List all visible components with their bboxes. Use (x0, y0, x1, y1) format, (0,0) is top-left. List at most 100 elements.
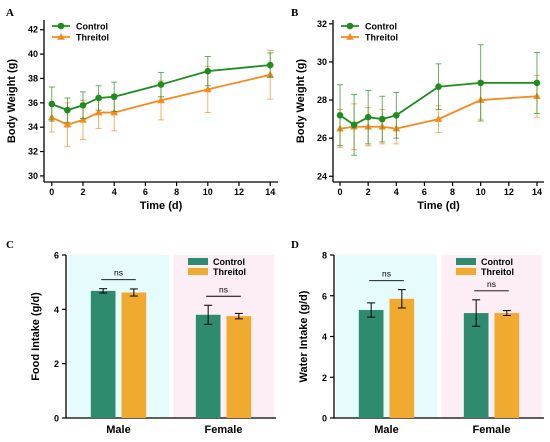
x-tick-label: 2 (366, 187, 371, 197)
x-tick-label: 0 (338, 187, 343, 197)
y-tick-label: 34 (28, 122, 38, 132)
x-tick-label: 0 (49, 187, 54, 197)
x-tick-label: 6 (422, 187, 427, 197)
y-axis-title: Body Weight (g) (295, 59, 307, 143)
x-tick-label: 8 (174, 187, 179, 197)
data-point-control (350, 121, 358, 129)
y-tick-label: 42 (28, 25, 38, 35)
bar-control-male (358, 310, 384, 418)
y-tick-label: 4 (322, 332, 327, 342)
legend-label-threitol: Threitol (76, 33, 109, 43)
legend-label-control: Control (481, 257, 513, 267)
y-tick-label: 30 (317, 57, 327, 67)
legend-marker (346, 33, 354, 40)
data-point-threitol (204, 85, 212, 93)
legend-swatch-control (188, 258, 208, 265)
body-weight-chart-a: 30 32 34 36 38 40 42 0 2 4 6 8 10 12 14 Time (d) Body We… (6, 20, 278, 212)
category-label-female: Female (473, 424, 511, 436)
x-tick-label: 14 (532, 187, 542, 197)
legend-swatch-threitol (456, 268, 476, 275)
panel-letter-b: B (291, 7, 299, 19)
data-point-control (477, 79, 485, 87)
bar-threitol-female (226, 316, 252, 418)
y-tick-label: 0 (322, 414, 327, 424)
y-tick-label: 38 (28, 73, 38, 83)
panel-letter-d: D (291, 239, 299, 251)
y-tick-label: 26 (317, 133, 327, 143)
x-tick-label: 2 (80, 187, 85, 197)
legend-label-threitol: Threitol (213, 267, 246, 277)
legend-label-control: Control (76, 22, 108, 32)
data-point-control (266, 61, 274, 69)
y-axis-title: Food Intake (g/d) (30, 292, 42, 381)
data-point-control (435, 83, 442, 91)
category-background-female (173, 255, 274, 418)
y-tick-label: 32 (28, 147, 38, 157)
y-tick-label: 32 (317, 19, 327, 29)
data-point-control (64, 106, 71, 114)
bar-control-female (463, 313, 489, 418)
y-tick-label: 36 (28, 98, 38, 108)
series-line-threitol (51, 73, 271, 126)
data-point-control (533, 79, 541, 87)
significance-label: ns (382, 269, 391, 279)
data-point-control (79, 101, 87, 109)
y-axis-title: Water Intake (g/d) (298, 290, 310, 382)
data-point-threitol (63, 120, 72, 128)
data-point-control (364, 113, 372, 121)
x-tick-label: 14 (265, 187, 275, 197)
data-point-threitol (94, 108, 103, 116)
legend-label-control: Control (213, 257, 245, 267)
category-label-male: Male (106, 424, 130, 436)
legend-swatch-threitol (188, 268, 208, 275)
significance-label: ns (487, 279, 496, 289)
category-background-female (441, 255, 542, 418)
food-intake-chart: 0 2 4 6 Food Intake (g/d) ns Male ns Female Contr… (30, 251, 276, 436)
y-tick-label: 2 (322, 373, 327, 383)
x-tick-label: 8 (450, 187, 455, 197)
data-point-control (204, 67, 212, 75)
x-tick-label: 4 (394, 187, 399, 197)
y-tick-label: 2 (54, 359, 59, 369)
x-tick-label: 4 (112, 187, 117, 197)
data-point-control (157, 81, 165, 88)
category-label-male: Male (374, 424, 398, 436)
y-tick-label: 8 (322, 251, 327, 261)
x-tick-label: 12 (234, 187, 244, 197)
bar-threitol-male (389, 298, 415, 418)
legend-marker (57, 22, 65, 30)
x-tick-label: 10 (203, 187, 213, 197)
y-tick-label: 30 (28, 171, 38, 181)
x-axis-title: Time (d) (140, 200, 183, 212)
panel-letter-a: A (6, 7, 14, 19)
water-intake-chart: 0 2 4 6 8 Water Intake (g/d) ns Male ns Female Con… (298, 251, 544, 436)
data-point-threitol (79, 115, 87, 123)
y-tick-label: 24 (317, 171, 327, 181)
data-point-threitol (157, 96, 165, 104)
data-point-control (393, 111, 400, 119)
data-point-control (378, 115, 386, 123)
bar-threitol-male (121, 292, 147, 418)
significance-label: ns (219, 284, 228, 294)
category-background-male (336, 255, 437, 418)
bar-threitol-female (494, 313, 520, 418)
category-label-female: Female (205, 424, 243, 436)
significance-label: ns (114, 268, 123, 278)
legend-label-threitol: Threitol (365, 33, 398, 43)
x-tick-label: 12 (504, 187, 514, 197)
y-tick-label: 0 (54, 414, 59, 424)
bar-control-female (195, 314, 221, 418)
data-point-control (336, 111, 344, 119)
y-tick-label: 6 (54, 251, 59, 261)
legend-swatch-control (456, 258, 476, 265)
y-tick-label: 6 (322, 291, 327, 301)
legend-label-control: Control (365, 22, 397, 32)
panel-letter-c: C (6, 239, 14, 251)
data-point-control (48, 100, 56, 108)
legend-label-threitol: Threitol (481, 267, 514, 277)
y-tick-label: 4 (54, 305, 59, 315)
y-tick-label: 28 (317, 95, 327, 105)
y-axis-title: Body Weight (g) (6, 59, 18, 143)
